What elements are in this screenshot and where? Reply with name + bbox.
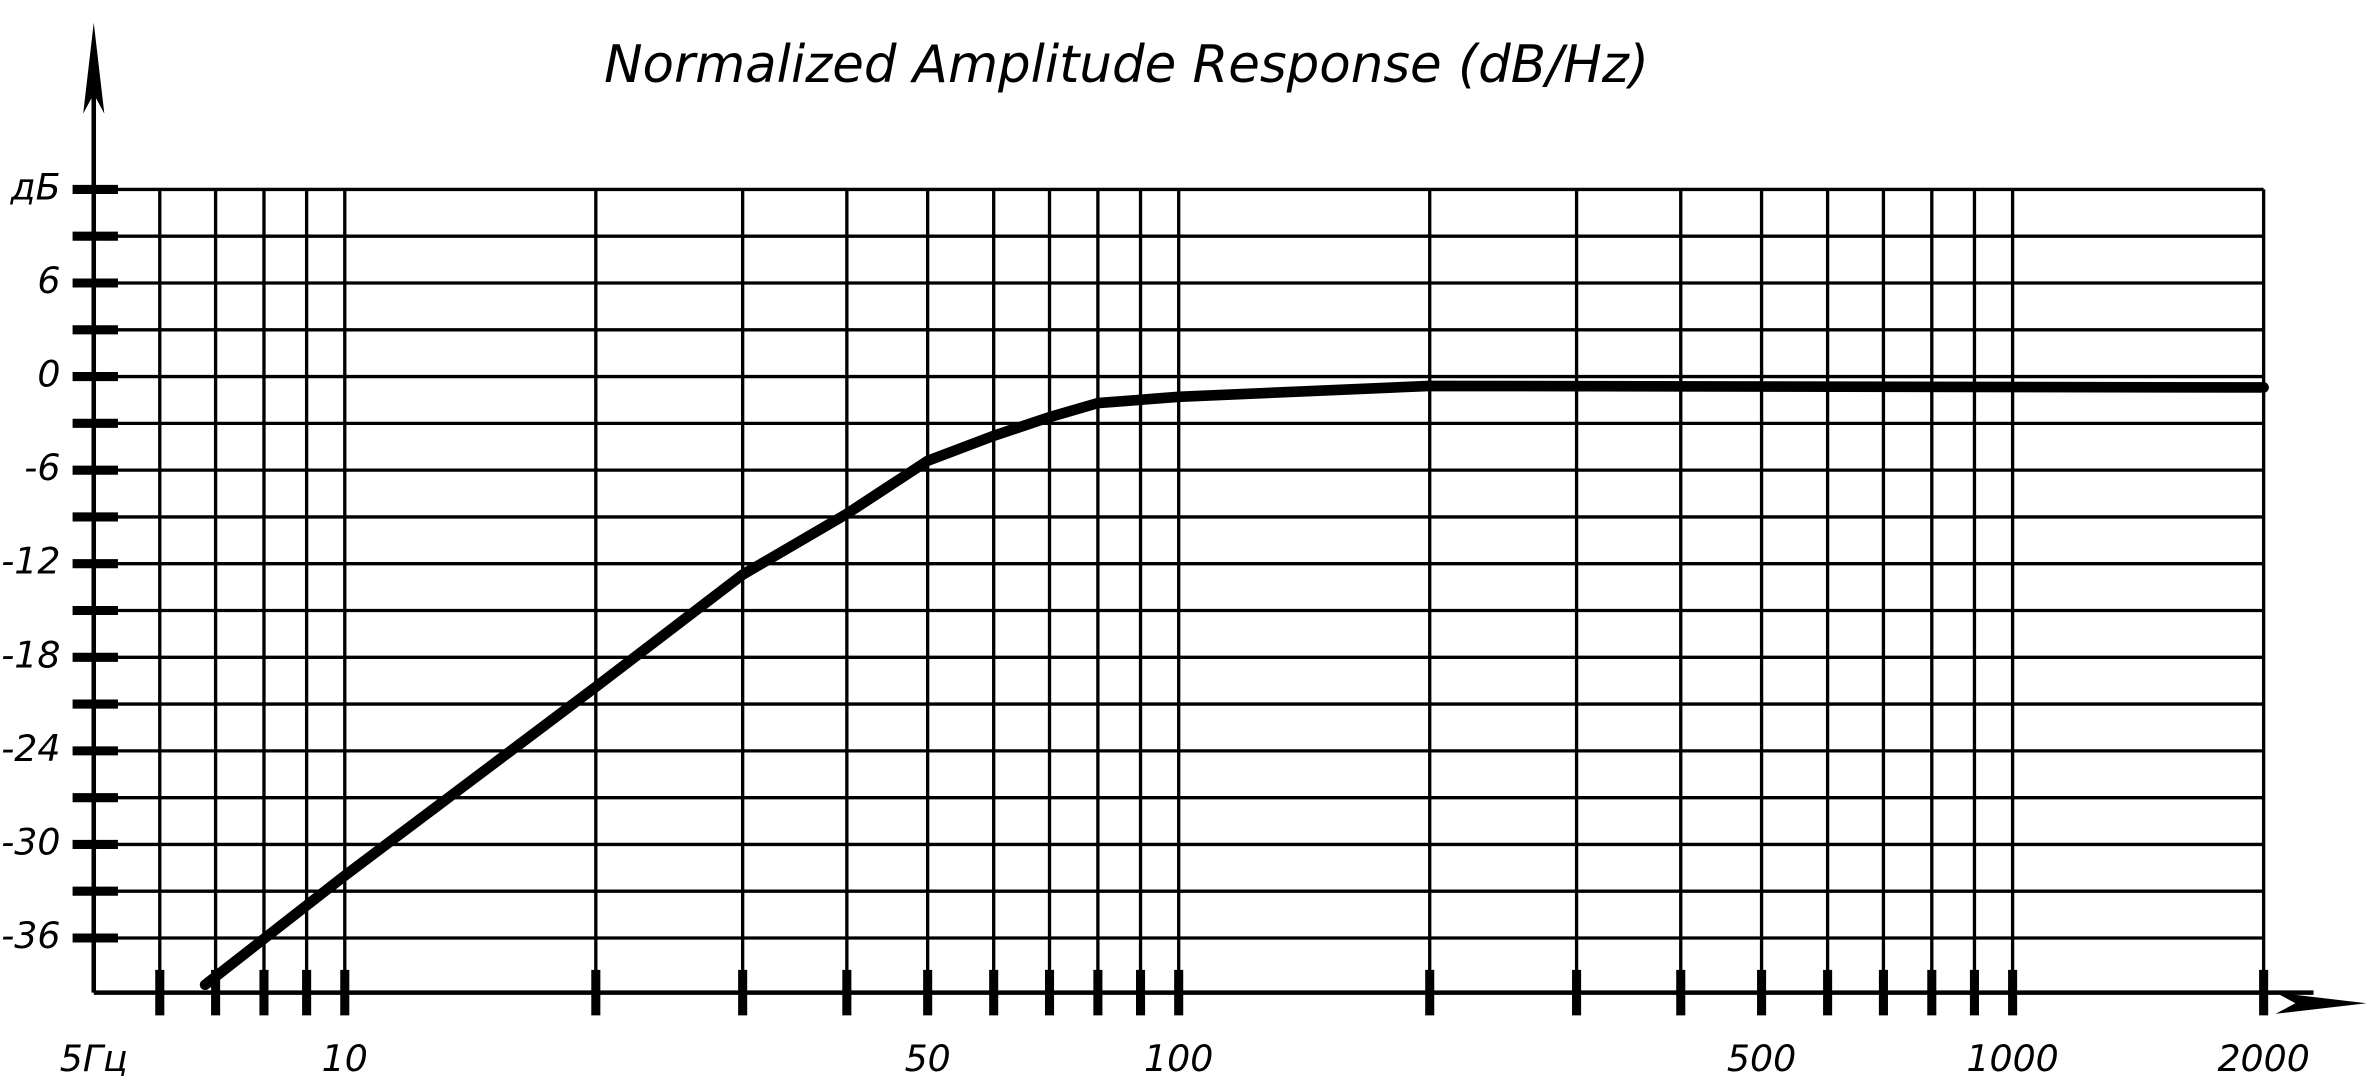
y-tick-label: -24 [1,727,60,770]
y-tick-label: -12 [1,540,60,583]
y-tick-label: -36 [1,914,60,957]
y-tick-label: -6 [24,446,60,489]
x-tick-label: 500 [1727,1037,1796,1080]
y-tick-label: -30 [1,820,60,863]
x-tick-label: 1000 [1966,1037,2058,1080]
x-tick-label: 2000 [2217,1037,2309,1080]
chart-title: Normalized Amplitude Response (dB/Hz) [604,35,1649,95]
x-tick-label: 5Гц [60,1037,128,1080]
y-tick-label: 6 [37,259,60,302]
x-tick-label: 100 [1144,1037,1213,1080]
y-axis-arrow [83,22,105,114]
x-axis-arrow [2275,992,2367,1014]
x-tick-label: 50 [905,1037,951,1080]
y-tick-label: -18 [1,633,60,676]
x-tick-label: 10 [322,1037,368,1080]
y-tick-label: 0 [37,353,60,396]
y-tick-label: дБ [9,165,60,208]
data-line [199,380,2269,991]
